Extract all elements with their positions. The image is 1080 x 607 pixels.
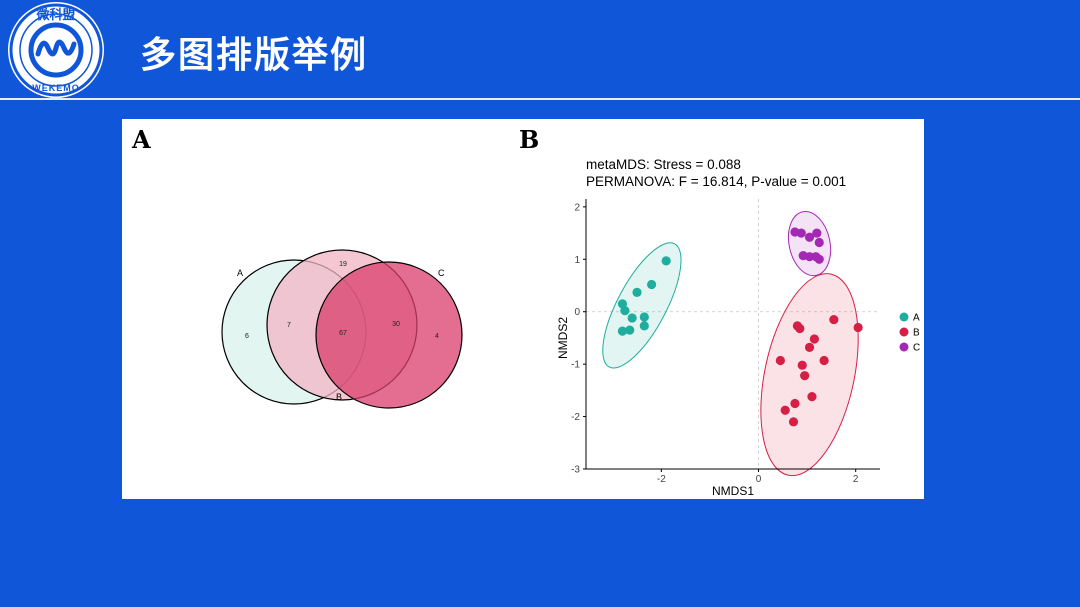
confidence-ellipse-c bbox=[787, 210, 832, 277]
page-title: 多图排版举例 bbox=[140, 35, 369, 76]
point-group-b bbox=[853, 322, 863, 333]
annotation-permanova: PERMANOVA: F = 16.814, P-value = 0.001 bbox=[586, 174, 846, 189]
annotation-stress: metaMDS: Stress = 0.088 bbox=[586, 157, 741, 172]
point-group-b bbox=[800, 371, 810, 381]
legend-label-b: B bbox=[913, 328, 920, 339]
confidence-ellipse-a bbox=[602, 242, 682, 369]
point-group-b bbox=[790, 398, 800, 409]
venn-diagram: A B C 6 7 19 67 30 4 bbox=[221, 249, 463, 409]
legend-label-a: A bbox=[913, 313, 920, 324]
venn-region-b-only: 19 bbox=[339, 261, 347, 268]
venn-set-label-b: B bbox=[336, 392, 342, 402]
point-group-a bbox=[625, 325, 635, 335]
header-divider bbox=[0, 98, 1080, 100]
legend-label-c: C bbox=[913, 343, 920, 354]
y-tick-label: 2 bbox=[574, 202, 580, 213]
point-group-c bbox=[804, 252, 815, 262]
point-group-b bbox=[809, 334, 819, 344]
point-group-b bbox=[819, 355, 829, 366]
point-group-b bbox=[797, 360, 807, 370]
point-group-c bbox=[812, 228, 822, 238]
legend-marker-b bbox=[899, 327, 909, 337]
x-tick-label: -2 bbox=[657, 474, 666, 485]
x-tick-label: 0 bbox=[756, 474, 762, 485]
figure-panel: A B A B C 6 7 19 67 30 4 metaMDS: Stress… bbox=[122, 119, 924, 499]
x-tick-label: 2 bbox=[853, 474, 859, 485]
venn-circle-c bbox=[315, 261, 463, 409]
venn-region-a-only: 6 bbox=[245, 333, 249, 340]
point-group-b bbox=[795, 323, 805, 334]
venn-region-bc: 30 bbox=[392, 321, 400, 328]
legend-marker-c bbox=[899, 342, 909, 352]
point-group-a bbox=[639, 321, 649, 331]
venn-set-label-c: C bbox=[438, 268, 445, 278]
panel-a-label: A bbox=[132, 125, 151, 154]
panel-b-label: B bbox=[519, 125, 540, 154]
venn-region-abc: 67 bbox=[339, 330, 347, 337]
logo-bottom-text: WEKEMO bbox=[32, 83, 80, 93]
point-group-a bbox=[617, 326, 628, 336]
point-group-a bbox=[661, 256, 671, 266]
point-group-a bbox=[647, 279, 657, 290]
point-group-b bbox=[780, 405, 790, 415]
y-axis-label: NMDS2 bbox=[556, 317, 570, 359]
point-group-a bbox=[620, 306, 630, 316]
legend-marker-a bbox=[899, 312, 909, 322]
confidence-ellipse-b bbox=[760, 273, 859, 477]
y-tick-label: 1 bbox=[574, 255, 580, 266]
y-tick-label: -1 bbox=[571, 360, 580, 371]
point-group-a bbox=[632, 287, 642, 297]
point-group-b bbox=[804, 342, 815, 352]
point-group-b bbox=[829, 314, 839, 325]
logo-top-text: 微科盟 bbox=[35, 7, 75, 22]
nmds-plot: metaMDS: Stress = 0.088 PERMANOVA: F = 1… bbox=[556, 157, 920, 498]
x-axis-label: NMDS1 bbox=[712, 484, 754, 498]
wekemo-logo: 微科盟 WEKEMO bbox=[8, 2, 104, 98]
point-group-c bbox=[814, 254, 824, 264]
point-group-b bbox=[775, 355, 785, 366]
point-group-a bbox=[627, 313, 637, 323]
point-group-b bbox=[807, 392, 817, 402]
venn-region-c-only: 4 bbox=[435, 333, 439, 340]
point-group-b bbox=[788, 417, 799, 427]
point-group-a bbox=[639, 312, 649, 322]
y-tick-label: -3 bbox=[571, 465, 580, 476]
point-group-c bbox=[804, 232, 815, 242]
point-group-c bbox=[796, 228, 806, 238]
venn-region-ab: 7 bbox=[287, 322, 291, 329]
y-tick-label: 0 bbox=[574, 307, 580, 318]
y-tick-label: -2 bbox=[571, 412, 580, 423]
point-group-c bbox=[814, 237, 824, 248]
venn-set-label-a: A bbox=[237, 268, 243, 278]
